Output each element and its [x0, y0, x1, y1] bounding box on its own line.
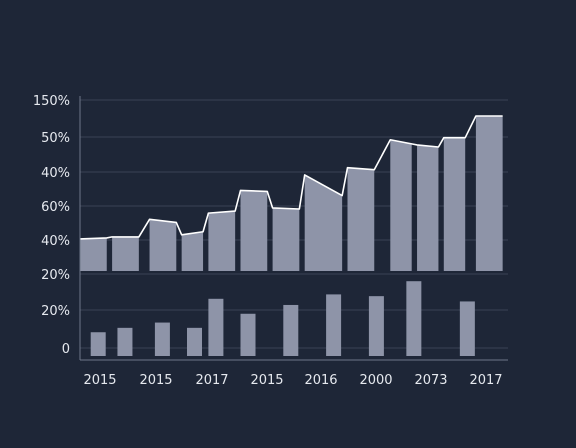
- upper-bar: [272, 207, 300, 271]
- lower-bar: [154, 322, 170, 356]
- y-tick-label: 40%: [41, 234, 70, 249]
- upper-area-series: [79, 115, 503, 271]
- lower-bar: [90, 332, 106, 356]
- y-tick-label: 20%: [41, 268, 70, 283]
- upper-bar: [208, 211, 236, 271]
- lower-bar: [117, 327, 133, 356]
- upper-bar: [112, 236, 139, 271]
- lower-bar: [283, 304, 299, 356]
- upper-bar: [240, 190, 268, 271]
- lower-bar: [240, 313, 256, 356]
- y-tick-label: 40%: [41, 166, 70, 181]
- y-tick-labels: 150% 50% 40% 60% 40% 20% 20% 0: [33, 94, 70, 357]
- upper-bar: [475, 116, 503, 271]
- x-tick-label: 2000: [359, 373, 392, 388]
- x-tick-label: 2017: [469, 373, 502, 388]
- x-tick-label: 2015: [83, 373, 116, 388]
- axes: [79, 96, 508, 361]
- lower-bar: [459, 301, 475, 356]
- upper-bar: [390, 139, 412, 271]
- lower-bar: [368, 296, 384, 356]
- upper-bar: [417, 144, 439, 271]
- x-tick-labels: 2015 2015 2017 2015 2016 2000 2073 2017: [83, 373, 502, 388]
- y-tick-label: 150%: [33, 94, 70, 109]
- lower-bar-series: [90, 281, 475, 356]
- lower-bar: [187, 327, 202, 356]
- lower-bar: [208, 298, 224, 356]
- upper-bar: [347, 167, 375, 271]
- x-tick-label: 2073: [414, 373, 447, 388]
- upper-bar: [80, 237, 107, 271]
- y-tick-label: 0: [62, 342, 70, 357]
- upper-bar: [181, 231, 204, 271]
- upper-bar: [304, 174, 343, 271]
- x-tick-label: 2016: [304, 373, 337, 388]
- x-tick-label: 2015: [250, 373, 283, 388]
- upper-series-line: [79, 115, 503, 240]
- y-tick-label: 20%: [41, 304, 70, 319]
- y-tick-label: 60%: [41, 200, 70, 215]
- y-tick-label: 50%: [41, 131, 70, 146]
- lower-bar: [326, 294, 342, 356]
- x-tick-label: 2017: [195, 373, 228, 388]
- x-tick-label: 2015: [139, 373, 172, 388]
- upper-bar: [443, 137, 466, 271]
- upper-bar: [149, 219, 177, 271]
- lower-bar: [406, 281, 422, 356]
